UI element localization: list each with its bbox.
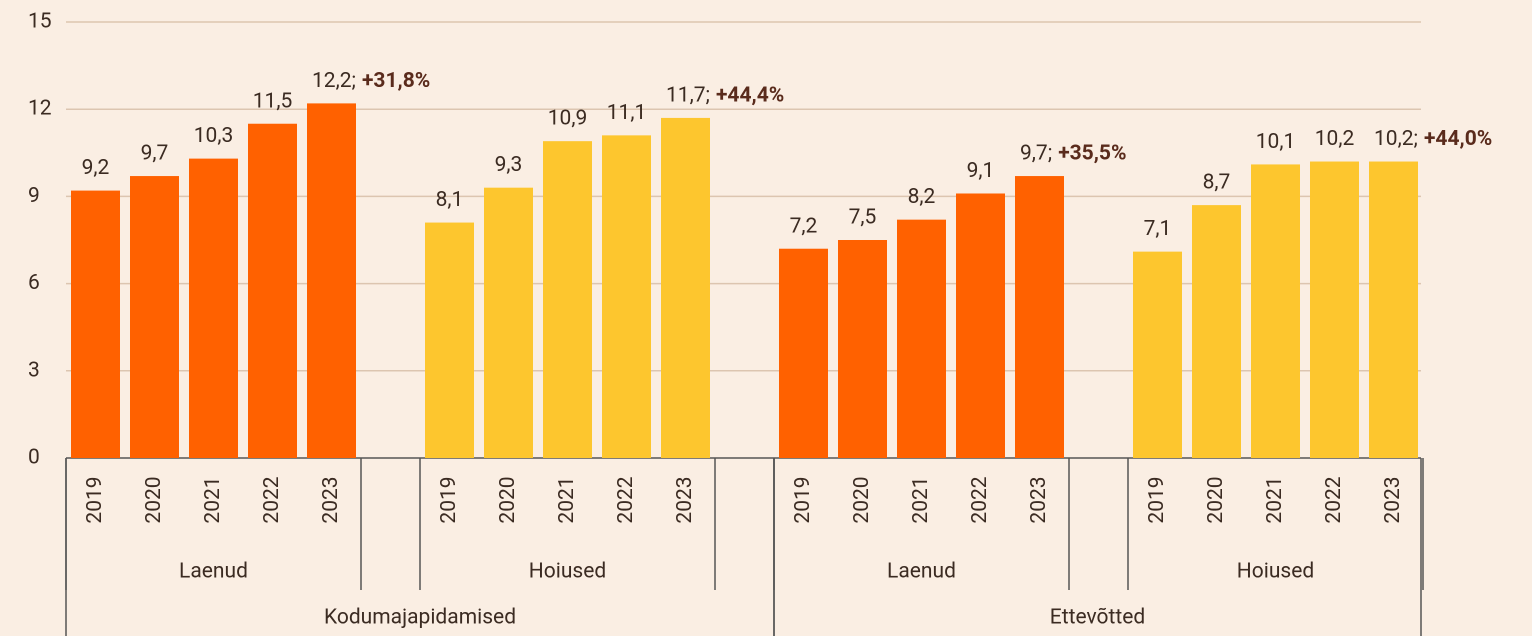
bar: [779, 248, 828, 458]
x-tick-label: 2020: [850, 476, 874, 523]
x-tick-label: 2023: [1027, 476, 1051, 523]
bar: [838, 240, 887, 458]
x-tick-label: 2020: [1204, 476, 1228, 523]
y-tick-label: 9: [28, 184, 40, 208]
value-label: 10,1: [1256, 130, 1296, 154]
value-label: 7,2: [790, 214, 818, 238]
bar: [661, 117, 710, 459]
x-tick-label: 2020: [142, 476, 166, 523]
bar: [307, 103, 356, 459]
bar: [543, 141, 592, 458]
value-label: 12,2;: [312, 69, 356, 93]
y-tick-label: 15: [28, 10, 52, 34]
bar: [602, 135, 651, 459]
bar: [425, 222, 474, 458]
value-label: 7,1: [1144, 217, 1172, 241]
x-tick-label: 2022: [1322, 476, 1346, 523]
bar: [71, 190, 120, 458]
x-tick-label: 2021: [201, 476, 225, 523]
x-tick-label: 2023: [1381, 476, 1405, 523]
x-tick-label: 2019: [437, 476, 461, 523]
growth-label: +31,8%: [362, 69, 430, 93]
y-tick-label: 12: [28, 97, 52, 121]
value-label: 8,1: [436, 188, 464, 212]
value-label: 9,7;: [1020, 142, 1052, 166]
value-label: 8,2: [908, 185, 936, 209]
value-label: 9,1: [967, 159, 995, 183]
bar: [1133, 251, 1182, 458]
group-label: Laenud: [179, 560, 248, 584]
x-tick-label: 2023: [319, 476, 343, 523]
x-tick-label: 2019: [791, 476, 815, 523]
growth-label: +35,5%: [1058, 142, 1126, 166]
value-label: 9,3: [495, 153, 523, 177]
bar: [189, 158, 238, 458]
growth-label: +44,4%: [716, 83, 784, 107]
growth-label: +44,0%: [1424, 127, 1492, 151]
value-label: 8,7: [1203, 171, 1231, 195]
value-label: 10,2: [1315, 127, 1355, 151]
bar: [897, 219, 946, 458]
group-label: Laenud: [887, 560, 956, 584]
value-label: 10,2;: [1374, 127, 1418, 151]
x-tick-label: 2022: [260, 476, 284, 523]
value-label: 9,2: [82, 156, 110, 180]
bar: [956, 193, 1005, 458]
value-label: 10,9: [548, 107, 588, 131]
bar: [1310, 161, 1359, 458]
group-label: Hoiused: [529, 560, 606, 584]
value-label: 7,5: [849, 206, 877, 230]
bar: [248, 123, 297, 458]
y-tick-label: 0: [28, 446, 40, 470]
value-label: 11,7;: [666, 83, 710, 107]
value-label: 9,7: [141, 142, 169, 166]
y-tick-label: 6: [28, 271, 40, 295]
supergroup-label: Ettevõtted: [1050, 606, 1145, 630]
x-tick-label: 2021: [909, 476, 933, 523]
x-tick-label: 2021: [1263, 476, 1287, 523]
bar: [1251, 164, 1300, 458]
x-tick-label: 2019: [83, 476, 107, 523]
x-tick-label: 2022: [614, 476, 638, 523]
value-label: 11,5: [253, 89, 293, 113]
value-label: 11,1: [607, 101, 647, 125]
group-label: Hoiused: [1237, 560, 1314, 584]
bar: [130, 176, 179, 458]
x-tick-label: 2023: [673, 476, 697, 523]
bar: [1369, 161, 1418, 458]
bar: [484, 187, 533, 458]
x-tick-label: 2022: [968, 476, 992, 523]
y-tick-label: 3: [28, 358, 40, 382]
x-tick-label: 2020: [496, 476, 520, 523]
bar: [1192, 205, 1241, 458]
value-label: 10,3: [194, 124, 234, 148]
x-tick-label: 2019: [1145, 476, 1169, 523]
supergroup-label: Kodumajapidamised: [324, 606, 516, 630]
x-tick-label: 2021: [555, 476, 579, 523]
bar: [1015, 176, 1064, 458]
